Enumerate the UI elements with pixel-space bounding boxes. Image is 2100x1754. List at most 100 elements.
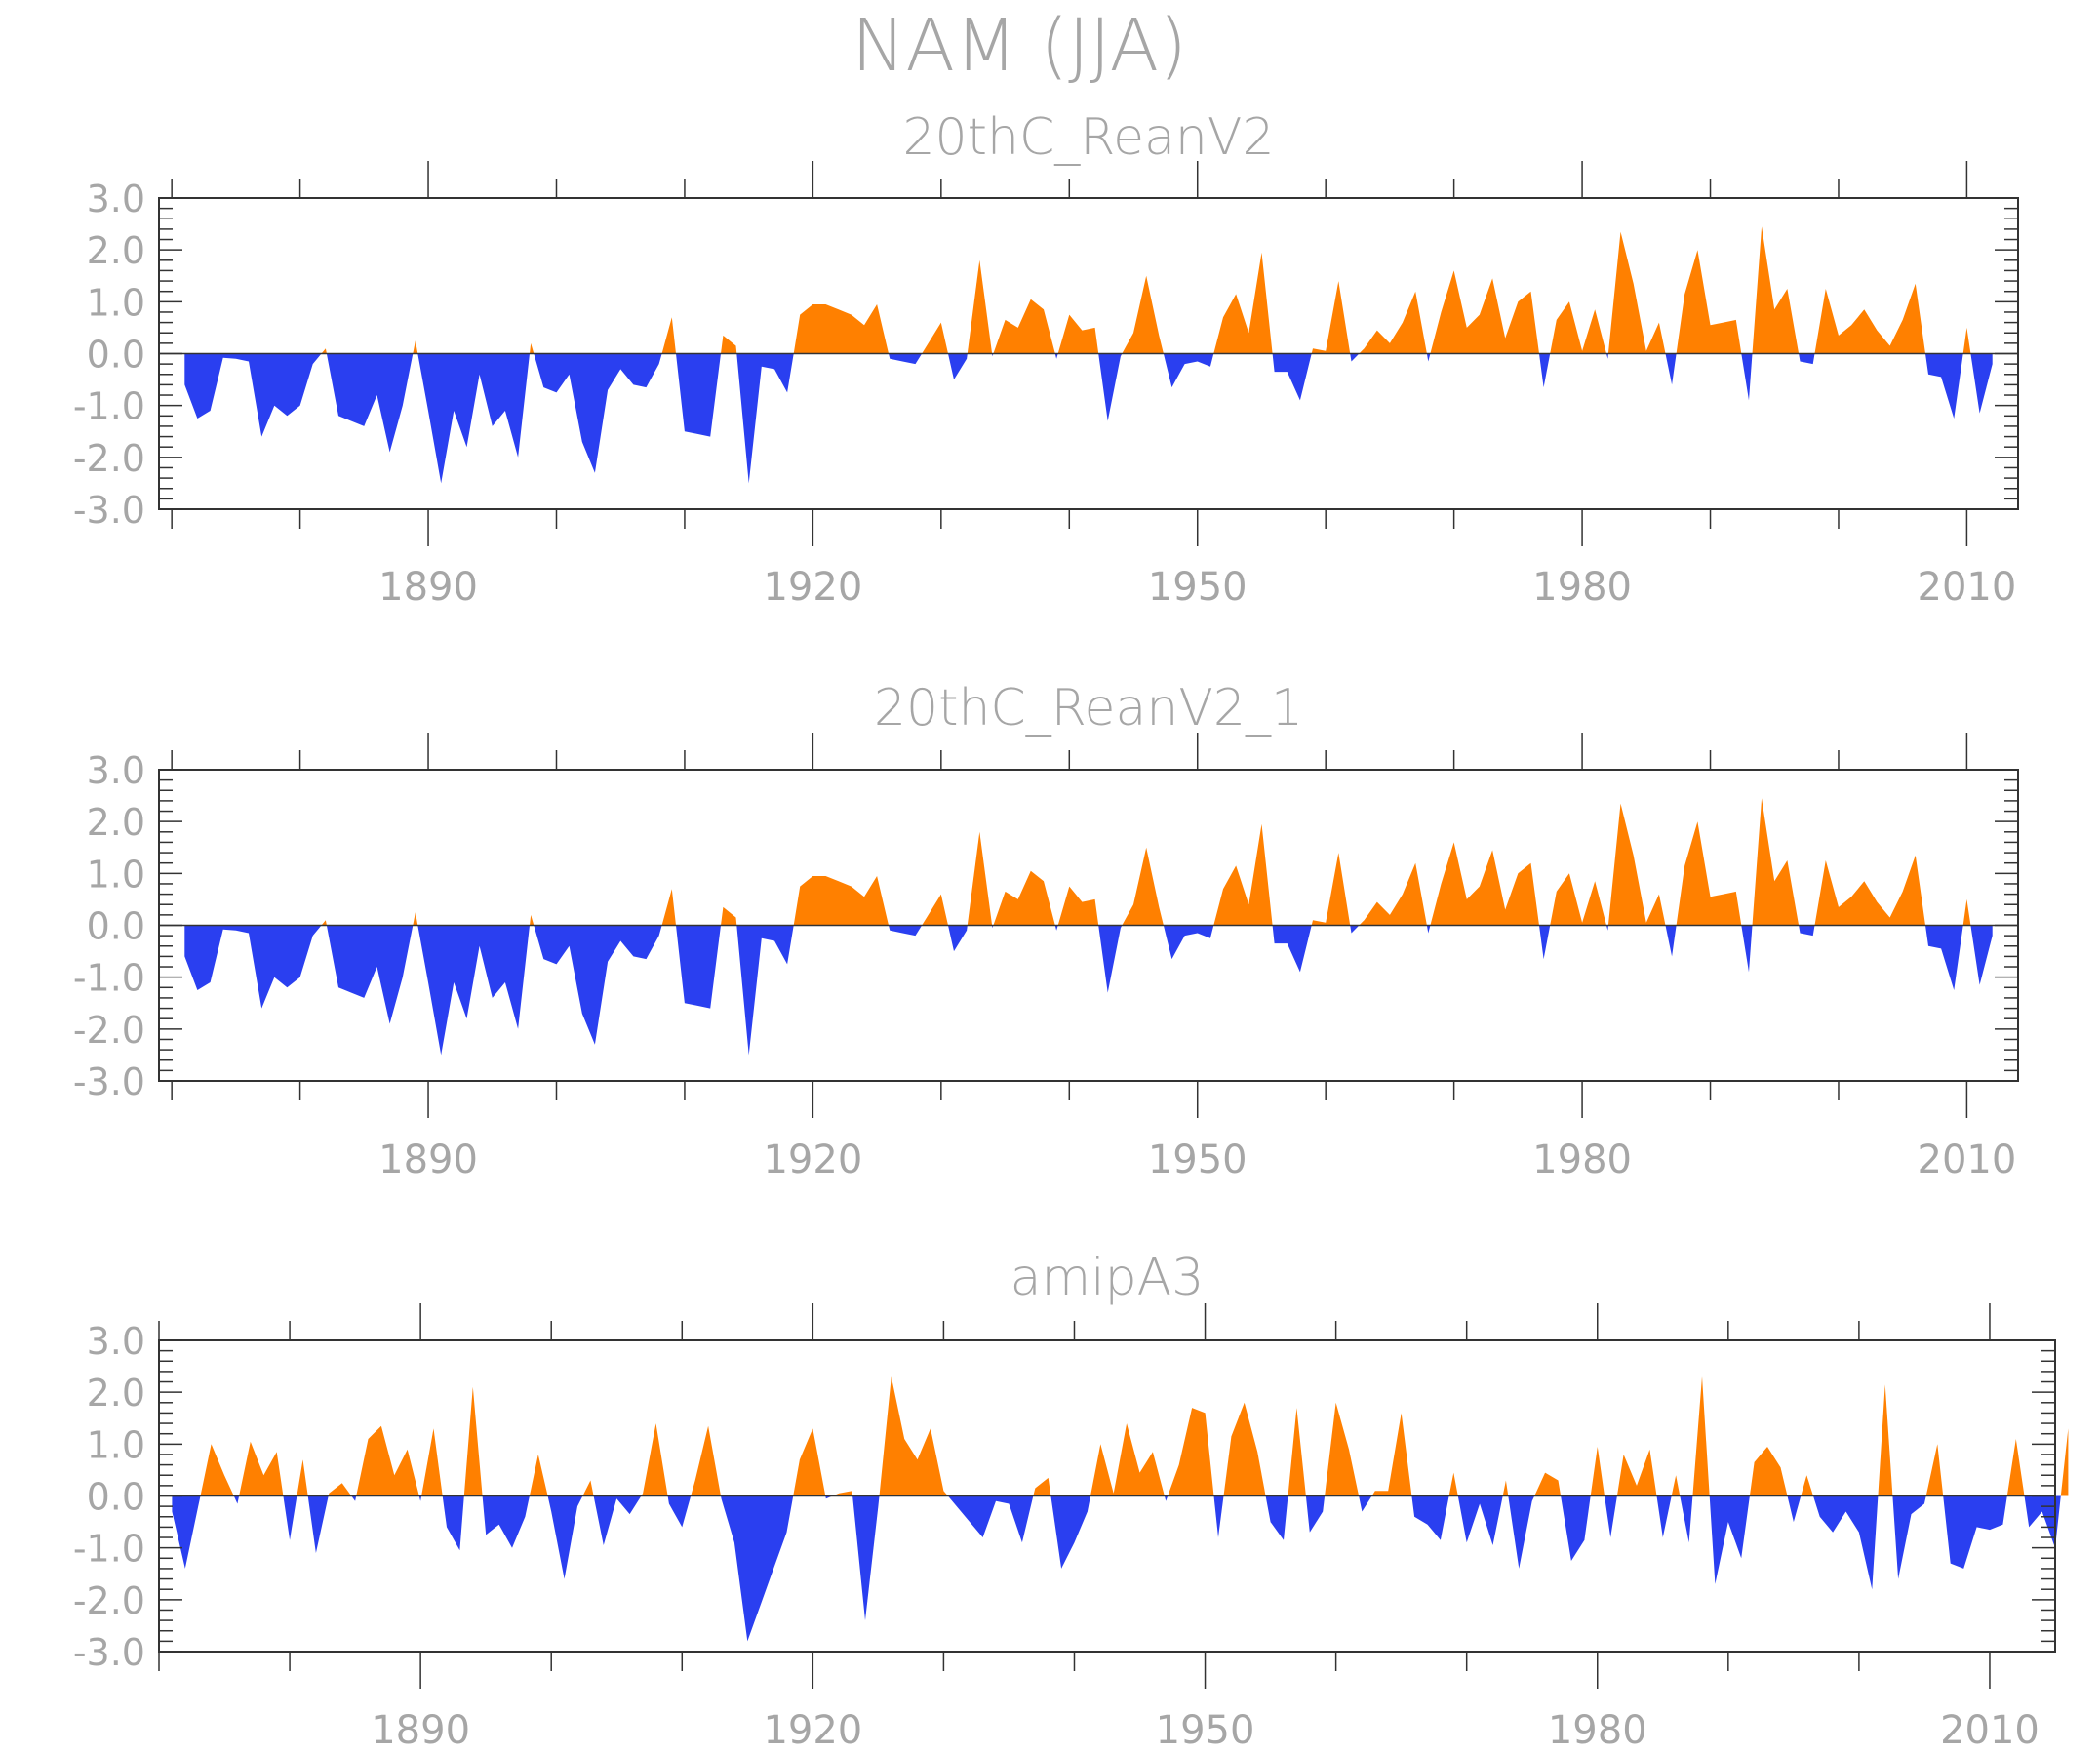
positive-area [1359,862,1427,926]
negative-area [1054,925,1058,931]
positive-area [200,1444,234,1496]
x-tick-label: 1890 [378,565,478,610]
panel-title: amipA3 [1010,1249,1205,1307]
positive-area [1213,252,1273,354]
positive-area [1534,1472,1562,1496]
negative-area [1359,1495,1372,1512]
negative-area [1054,353,1058,359]
negative-area [852,1495,880,1621]
positive-area [1814,283,1925,354]
positive-area [328,1483,352,1496]
positive-area [1550,301,1606,354]
y-tick-label: 2.0 [87,1372,145,1415]
negative-area [1709,1495,1750,1584]
negative-area [1411,1495,1449,1540]
positive-area [2060,1428,2069,1496]
negative-area [351,1495,357,1501]
negative-area [417,353,530,484]
negative-area [184,925,322,1009]
positive-area [1550,873,1606,926]
negative-area [948,353,968,380]
negative-area [233,1495,240,1504]
positive-area [1168,1408,1214,1496]
negative-area [1799,353,1815,365]
negative-area [1656,1495,1672,1537]
negative-area [2024,1495,2061,1548]
positive-area [993,870,1055,926]
negative-area [1970,353,1993,414]
positive-area [832,1491,853,1496]
negative-area [1050,1495,1090,1569]
x-tick-label: 1980 [1532,1137,1632,1182]
y-tick-label: 1.0 [87,281,145,324]
positive-area [297,1459,308,1496]
main-title: NAM (JJA) [852,4,1187,88]
positive-area [1502,1480,1509,1496]
positive-area [661,889,676,926]
y-tick-label: 3.0 [87,178,145,220]
positive-area [356,1425,419,1496]
y-tick-label: 0.0 [87,334,145,377]
positive-area [1752,226,1800,354]
positive-area [413,340,418,354]
chart-panels: 20thC_ReanV2 3.0 2.0 1.0 0.0 -1.0 -2.0 -3.0 1890… [73,108,2069,1753]
negative-area [948,925,968,952]
negative-area [1163,925,1214,960]
positive-area [1962,898,1971,926]
positive-area [1676,250,1742,354]
positive-area [1359,291,1427,354]
positive-area [1311,853,1351,926]
y-tick-label: 0.0 [87,905,145,948]
negative-area [1605,1495,1617,1537]
negative-area [1561,1495,1591,1561]
positive-area [530,914,535,926]
positive-area [2006,1439,2025,1496]
negative-area [326,353,414,453]
positive-area [1122,275,1164,354]
negative-area [283,1495,297,1540]
y-tick-label: -1.0 [73,1528,145,1571]
negative-area [1272,925,1312,973]
negative-area [1213,1495,1224,1537]
x-tick-label: 1890 [378,1137,478,1182]
negative-area [547,1495,583,1579]
positive-area [1325,1402,1360,1496]
negative-area [1741,353,1753,401]
negative-area [1350,925,1360,934]
negative-area [326,925,414,1024]
positive-area [721,335,737,354]
y-tick-label: -1.0 [73,957,145,1000]
positive-area [239,1441,284,1496]
negative-area [1925,925,1963,990]
positive-area [1590,1447,1605,1496]
positive-area [1692,1376,1710,1496]
positive-area [793,876,889,926]
negative-area [676,353,721,437]
negative-area [1943,1495,2007,1569]
y-tick-label: 1.0 [87,1423,145,1466]
negative-area [184,353,322,437]
positive-area [1925,1444,1944,1496]
x-tick-label: 1950 [1148,565,1248,610]
positive-area [1371,1413,1412,1496]
positive-area [1962,327,1971,354]
positive-area [1430,270,1539,354]
y-tick-label: -3.0 [73,1060,145,1103]
negative-area [1606,925,1608,931]
positive-area [1448,1472,1458,1496]
negative-area [418,1495,422,1501]
positive-area [1671,1475,1681,1496]
negative-area [736,925,794,1056]
positive-area [1801,1475,1813,1496]
x-tick-label: 1920 [763,565,862,610]
positive-area [1057,314,1099,354]
positive-area [1033,1477,1051,1496]
positive-area [1878,1384,1893,1496]
negative-area [307,1495,329,1553]
negative-area [889,925,923,937]
chart-panel-3: amipA3 3.0 2.0 1.0 0.0 -1.0 -2.0 -3.0 1890 1920 19… [73,1249,2069,1753]
negative-area [1272,353,1312,401]
negative-area [442,1495,464,1551]
positive-area [1616,1449,1657,1496]
